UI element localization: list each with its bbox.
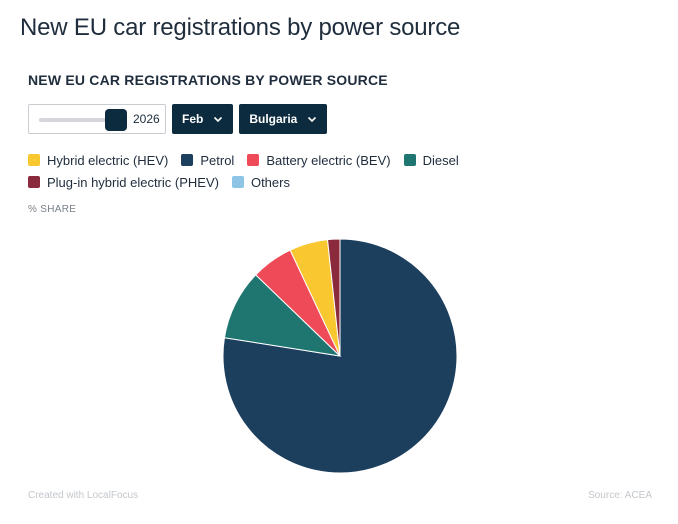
legend-swatch — [28, 176, 40, 188]
year-value: 2026 — [133, 112, 160, 126]
pie-slice-plug-in-hybrid-electric-phev[interactable] — [326, 238, 341, 357]
legend-item-phev[interactable]: Plug-in hybrid electric (PHEV) — [28, 174, 219, 190]
month-dropdown[interactable]: Feb — [172, 104, 234, 134]
page-title: New EU car registrations by power source — [20, 14, 461, 41]
legend: Hybrid electric (HEV) Petrol Battery ele… — [28, 152, 658, 190]
legend-swatch — [28, 154, 40, 166]
legend-label: Others — [250, 174, 290, 190]
pie-slice-petrol[interactable] — [222, 238, 458, 474]
legend-label: Hybrid electric (HEV) — [47, 152, 169, 168]
year-slider[interactable]: 2026 — [28, 104, 166, 134]
legend-swatch — [403, 154, 416, 166]
legend-item-bev[interactable]: Battery electric (BEV) — [247, 152, 391, 168]
legend-swatch — [247, 154, 260, 166]
chart-heading: NEW EU CAR REGISTRATIONS BY POWER SOURCE — [28, 72, 388, 88]
legend-swatch — [231, 176, 244, 188]
country-dropdown[interactable]: Bulgaria — [239, 104, 328, 134]
source-text: Source: ACEA — [588, 490, 652, 501]
legend-item-others[interactable]: Others — [231, 174, 290, 190]
legend-label: Diesel — [422, 152, 459, 168]
legend-item-hev[interactable]: Hybrid electric (HEV) — [28, 152, 168, 168]
chart-controls: 2026 Feb Bulgaria — [28, 104, 328, 134]
chevron-down-icon — [214, 116, 223, 123]
legend-swatch — [181, 154, 194, 166]
slider-track[interactable] — [39, 118, 123, 122]
slider-thumb[interactable] — [105, 109, 127, 131]
axis-unit-label: % SHARE — [28, 204, 77, 215]
legend-label: Battery electric (BEV) — [266, 152, 391, 168]
legend-label: Plug-in hybrid electric (PHEV) — [47, 174, 219, 190]
month-dropdown-label: Feb — [182, 112, 204, 126]
credit-text: Created with LocalFocus — [28, 490, 139, 501]
legend-item-diesel[interactable]: Diesel — [403, 152, 459, 168]
country-dropdown-label: Bulgaria — [249, 112, 298, 126]
chevron-down-icon — [308, 116, 317, 123]
legend-label: Petrol — [200, 152, 235, 168]
legend-item-petrol[interactable]: Petrol — [181, 152, 234, 168]
